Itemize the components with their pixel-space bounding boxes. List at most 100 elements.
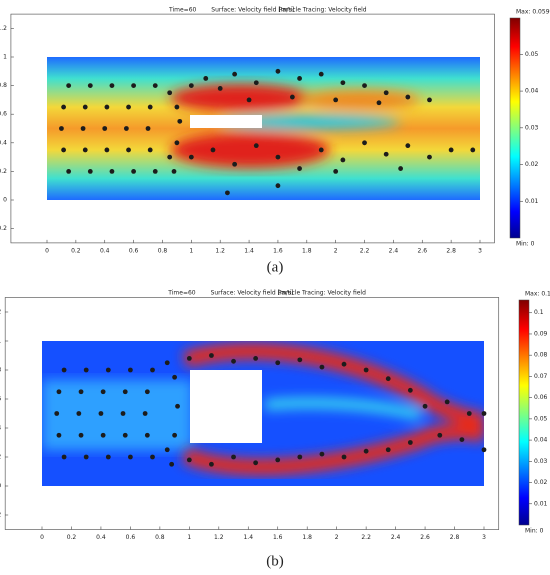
- colorbar: [509, 17, 521, 239]
- particle: [164, 360, 170, 366]
- particle: [231, 358, 236, 364]
- colorbar-max: Max: 0.0599: [516, 9, 550, 16]
- particle: [56, 432, 62, 438]
- particle: [102, 126, 108, 131]
- particle: [80, 126, 86, 131]
- particle: [66, 83, 72, 88]
- x-tick-label: 1.4: [243, 534, 253, 541]
- particle: [405, 94, 411, 100]
- particle: [123, 126, 129, 131]
- particle: [167, 154, 173, 160]
- particle: [66, 169, 72, 174]
- y-tick-label: 0.6: [0, 396, 1, 403]
- particle: [147, 104, 153, 110]
- x-tick-label: 0.4: [96, 534, 106, 541]
- x-tick-label: 1.2: [215, 247, 225, 254]
- colorbar-max: Max: 0.106: [525, 291, 550, 298]
- particle: [59, 126, 64, 131]
- particle: [105, 454, 111, 460]
- particle: [142, 411, 148, 416]
- x-tick-label: 0.6: [126, 534, 136, 541]
- particle: [466, 411, 472, 416]
- particle: [131, 169, 137, 174]
- particle: [437, 432, 443, 438]
- plot-frame: [4, 297, 500, 530]
- particle: [152, 169, 158, 174]
- particle: [333, 169, 339, 174]
- x-tick-label: 2.4: [391, 534, 401, 541]
- particle: [109, 83, 115, 88]
- x-tick-label: 2.8: [446, 247, 456, 254]
- y-tick-label: 0.4: [0, 425, 1, 432]
- x-tick-label: 1.4: [244, 247, 254, 254]
- x-tick-label: 1.8: [302, 247, 312, 254]
- chart-title: Surface: Velocity field [m/s]: [211, 290, 294, 297]
- particle: [275, 154, 281, 160]
- particle: [275, 360, 281, 366]
- particle: [127, 367, 133, 373]
- particle: [209, 353, 214, 358]
- particle: [87, 83, 93, 88]
- particle: [297, 166, 302, 171]
- particle: [171, 169, 177, 174]
- x-tick-label: 2: [334, 247, 338, 254]
- colorbar-tick-label: 0.08: [534, 352, 548, 359]
- particle: [54, 411, 60, 416]
- x-tick-label: 2: [335, 534, 339, 541]
- particle: [126, 104, 131, 110]
- particle: [427, 97, 432, 103]
- colorbar-min: Min: 0: [516, 241, 535, 248]
- particle: [319, 364, 325, 370]
- x-tick-label: 0.2: [67, 534, 77, 541]
- x-tick-label: 1.6: [273, 534, 283, 541]
- particle: [341, 361, 347, 367]
- particle: [188, 83, 194, 88]
- colorbar-tick-label: 0.05: [525, 51, 539, 58]
- chart-title: Particle Tracing: Velocity field: [278, 290, 366, 297]
- particle: [120, 411, 126, 416]
- x-tick-label: 2.2: [361, 534, 371, 541]
- particle: [232, 161, 238, 167]
- particle: [172, 432, 178, 438]
- particle: [246, 97, 252, 103]
- colorbar-tick-label: 0.04: [525, 88, 539, 95]
- particle: [61, 147, 66, 153]
- particle: [78, 389, 84, 395]
- chart-title: Time=60: [167, 290, 196, 297]
- particle: [297, 357, 303, 363]
- colorbar-tick-label: 0.03: [534, 458, 548, 465]
- particle: [56, 389, 62, 395]
- particle: [104, 104, 110, 110]
- particle: [61, 367, 67, 373]
- y-tick-label: 0.4: [0, 139, 7, 146]
- velocity-field: [47, 57, 480, 200]
- particle: [383, 151, 389, 157]
- panel-label: (a): [267, 259, 284, 275]
- y-tick-label: 0.8: [0, 82, 7, 89]
- particle: [470, 147, 476, 153]
- particle: [231, 454, 236, 460]
- particle: [122, 432, 128, 438]
- colorbar-tick-label: 0.01: [525, 198, 539, 205]
- particle: [167, 90, 173, 96]
- particle: [427, 154, 432, 160]
- particle: [186, 356, 192, 361]
- colorbar-tick-label: 0.1: [534, 309, 544, 316]
- y-tick-label: 1: [0, 338, 1, 345]
- particle: [209, 461, 214, 467]
- particle: [144, 389, 150, 395]
- particle: [109, 169, 115, 174]
- particle: [169, 461, 175, 467]
- particle: [83, 367, 89, 373]
- x-tick-label: 1.8: [302, 534, 312, 541]
- colorbar-tick-label: 0.02: [534, 479, 548, 486]
- particle: [174, 104, 180, 110]
- particle: [341, 454, 347, 460]
- particle: [363, 367, 369, 373]
- particle: [340, 157, 346, 163]
- particle: [422, 403, 428, 409]
- x-tick-label: 1: [189, 247, 193, 254]
- particle: [188, 154, 194, 160]
- particle: [407, 387, 413, 393]
